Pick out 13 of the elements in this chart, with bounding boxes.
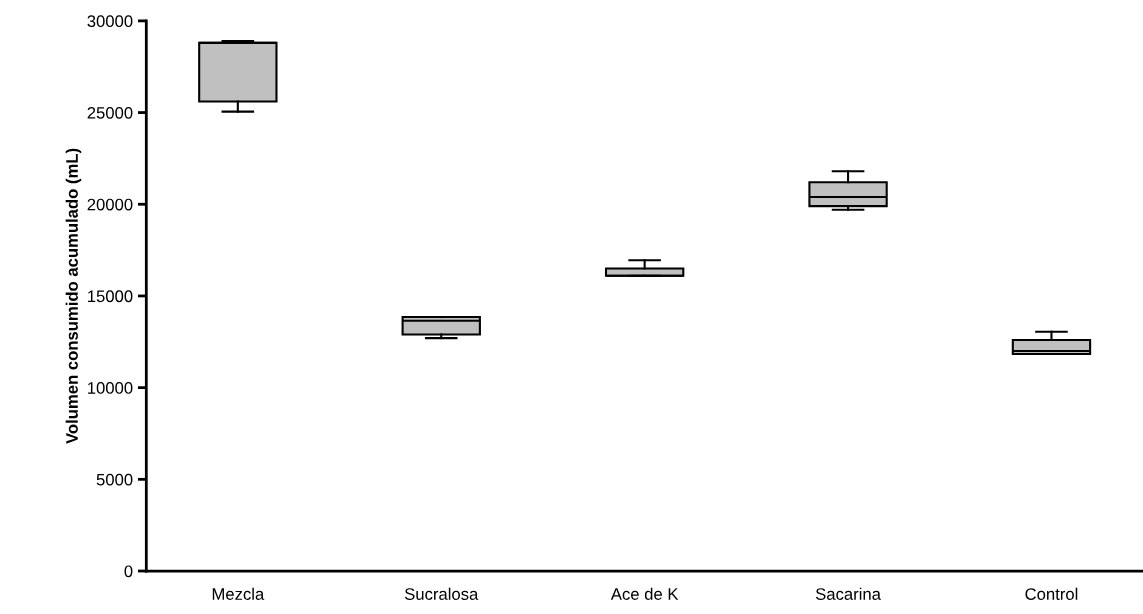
y-tick-label: 15000	[88, 290, 133, 303]
x-tick-label: Control	[1025, 587, 1078, 600]
x-tick-label: Sacarina	[815, 587, 881, 600]
y-axis-title: Volumen consumido acumulado (mL)	[65, 148, 82, 444]
y-tick-label: 0	[124, 565, 133, 578]
y-tick-label: 20000	[87, 198, 133, 211]
y-tick-label: 25000	[87, 106, 133, 119]
x-tick-label: Mezcla	[212, 587, 265, 600]
y-tick-label: 5000	[96, 473, 133, 486]
x-tick-label: Sucralosa	[404, 587, 479, 600]
y-tick-label: 30000	[87, 15, 133, 28]
x-tick-label: Ace de K	[610, 587, 679, 600]
y-tick-label: 10000	[88, 382, 133, 394]
